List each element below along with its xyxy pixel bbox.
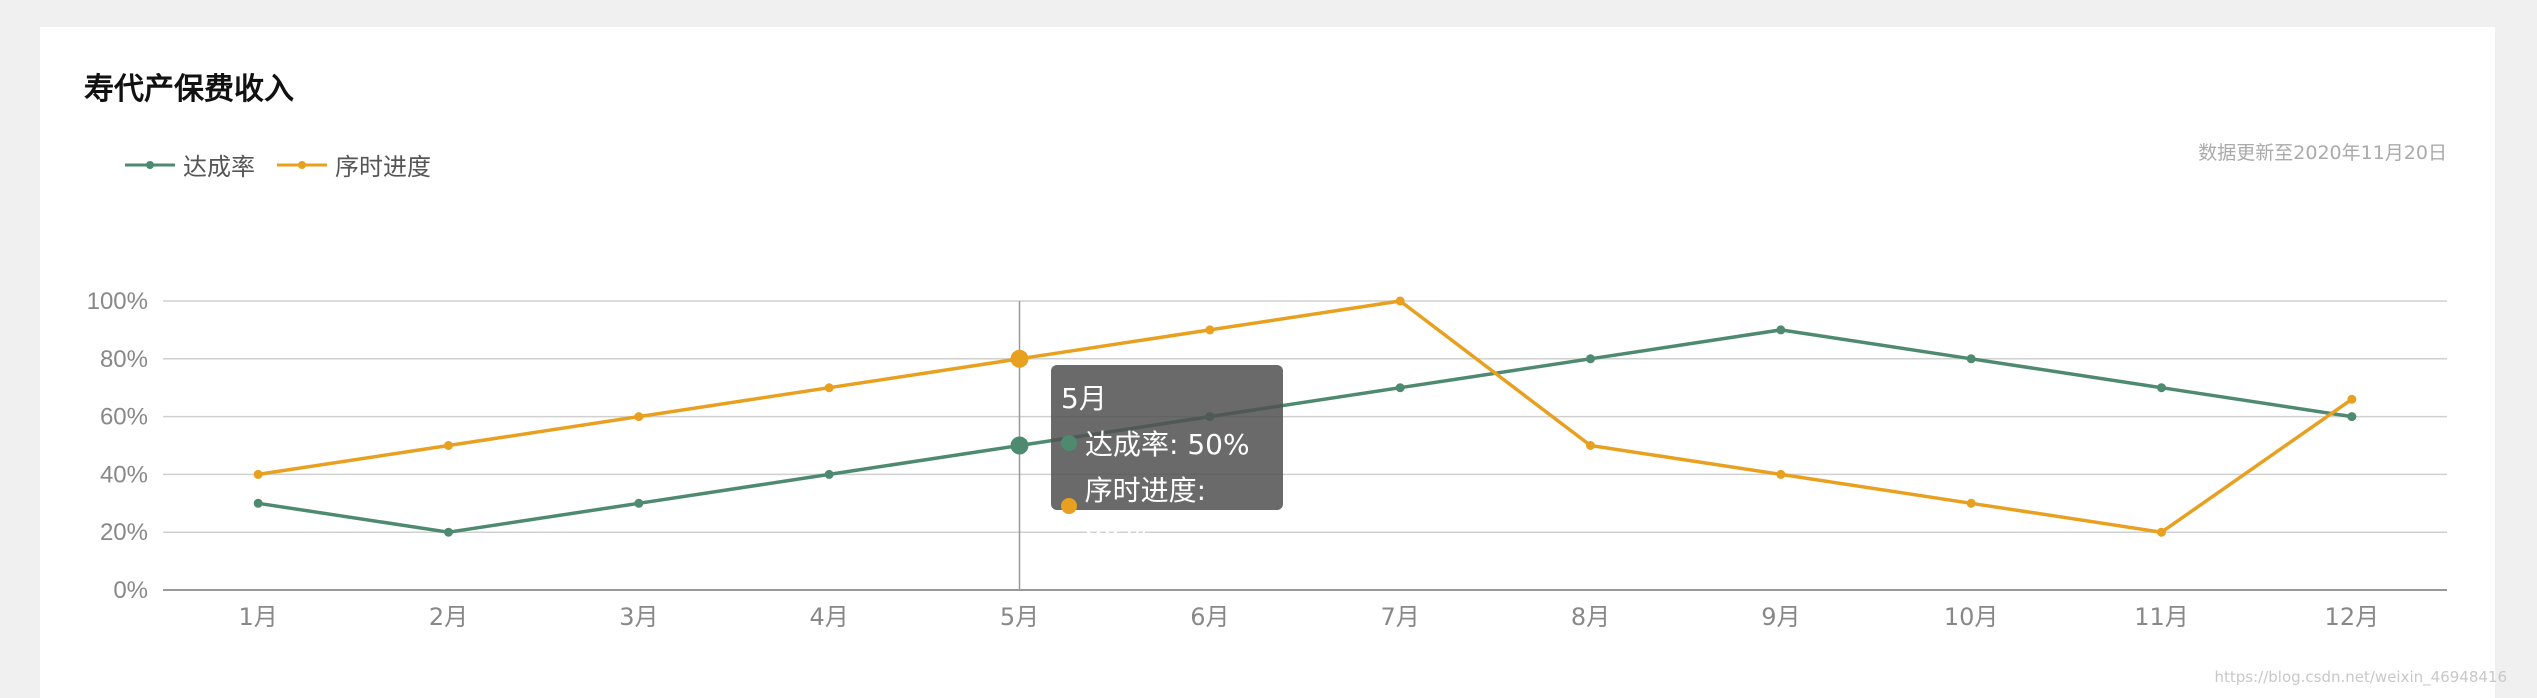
x-tick-label: 8月 [1571,603,1610,631]
chart-tooltip: 5月 达成率: 50% 序时进度: 80% [1051,365,1283,542]
data-point [634,412,644,422]
legend-item-series-1[interactable]: 序时进度 [277,147,431,182]
legend-line-icon [125,160,175,169]
chart-card [40,27,2495,698]
tooltip-row: 达成率: 50% [1061,423,1273,463]
y-tick-label: 0% [113,577,148,604]
data-point [2157,527,2166,537]
data-point [1966,498,1976,508]
y-tick-label: 20% [100,519,148,546]
x-tick-label: 4月 [810,603,849,631]
x-tick-label: 10月 [1944,603,1999,631]
tooltip-row-label: 达成率: 50% [1085,428,1250,461]
series-line-1 [257,299,2353,534]
data-point [1010,436,1029,455]
data-point [444,527,453,537]
chart-title: 寿代产保费收入 [84,72,294,107]
data-point [1205,325,1215,335]
data-point [1966,354,1976,364]
data-point [1776,325,1786,335]
x-tick-label: 6月 [1190,603,1229,631]
data-point [2157,383,2166,393]
data-point [1395,383,1405,393]
x-tick-label: 9月 [1761,603,1800,631]
legend-line-icon [277,160,327,169]
tooltip-row-label: 序时进度: 80% [1084,474,1207,542]
x-tick-label: 2月 [429,603,468,631]
data-point [1010,349,1029,368]
x-tick-label: 3月 [619,603,658,631]
y-tick-label: 100% [87,288,148,315]
legend-label: 达成率 [183,153,255,181]
tooltip-row: 序时进度: 80% [1061,469,1273,542]
data-point [444,441,453,450]
y-tick-label: 80% [100,346,148,373]
series-dot-icon [1061,497,1077,514]
chart-legend: 达成率 序时进度 [125,147,431,182]
data-point [253,469,263,479]
legend-label: 序时进度 [335,153,431,181]
data-point [824,469,834,479]
y-tick-label: 40% [100,461,148,488]
data-point [824,383,834,393]
x-tick-label: 1月 [239,603,278,631]
series-line-0 [257,328,2353,534]
series-dot-icon [1061,435,1077,451]
y-tick-label: 60% [100,404,148,431]
tooltip-title: 5月 [1061,382,1107,415]
data-point [1586,441,1595,450]
x-tick-label: 7月 [1381,603,1420,631]
x-tick-label: 11月 [2134,603,2189,631]
data-point [1395,296,1405,306]
data-point [1586,354,1595,364]
data-point [634,498,644,508]
data-point [2347,412,2357,422]
data-point [1776,469,1786,479]
x-tick-label: 12月 [2325,603,2380,631]
update-note: 数据更新至2020年11月20日 [2198,142,2447,164]
legend-item-series-0[interactable]: 达成率 [125,147,255,182]
data-point [2347,394,2357,404]
watermark: https://blog.csdn.net/weixin_46948416 [2214,668,2507,686]
x-tick-label: 5月 [1000,603,1039,631]
data-point [253,498,263,508]
